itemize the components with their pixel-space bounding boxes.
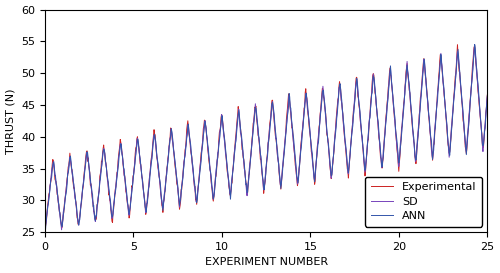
SD: [70, 174, 75, 178]
ANN: [423, 78, 429, 81]
Experimental: [324, 133, 330, 136]
ANN: [324, 127, 330, 130]
Experimental: [42, 230, 48, 233]
SD: [311, 176, 317, 180]
SD: [484, 94, 490, 97]
Experimental: [454, 43, 460, 46]
SD: [42, 227, 48, 230]
X-axis label: EXPERIMENT NUMBER: EXPERIMENT NUMBER: [204, 257, 328, 268]
Experimental: [310, 169, 316, 173]
Line: Experimental: Experimental: [45, 45, 488, 232]
ANN: [299, 138, 305, 141]
Experimental: [69, 168, 75, 171]
ANN: [472, 43, 478, 46]
SD: [378, 158, 384, 161]
ANN: [69, 170, 75, 173]
ANN: [310, 167, 316, 170]
Experimental: [484, 93, 490, 96]
Y-axis label: THRUST (N): THRUST (N): [6, 88, 16, 154]
SD: [472, 43, 478, 47]
Line: ANN: ANN: [45, 44, 488, 232]
ANN: [378, 150, 384, 153]
SD: [300, 127, 306, 131]
SD: [58, 228, 64, 232]
SD: [424, 87, 430, 90]
SD: [324, 133, 330, 136]
Experimental: [423, 77, 429, 81]
Experimental: [299, 133, 305, 136]
ANN: [484, 94, 490, 98]
Line: SD: SD: [45, 45, 488, 230]
Experimental: [378, 156, 384, 159]
Legend: Experimental, SD, ANN: Experimental, SD, ANN: [365, 177, 482, 227]
ANN: [42, 230, 48, 233]
